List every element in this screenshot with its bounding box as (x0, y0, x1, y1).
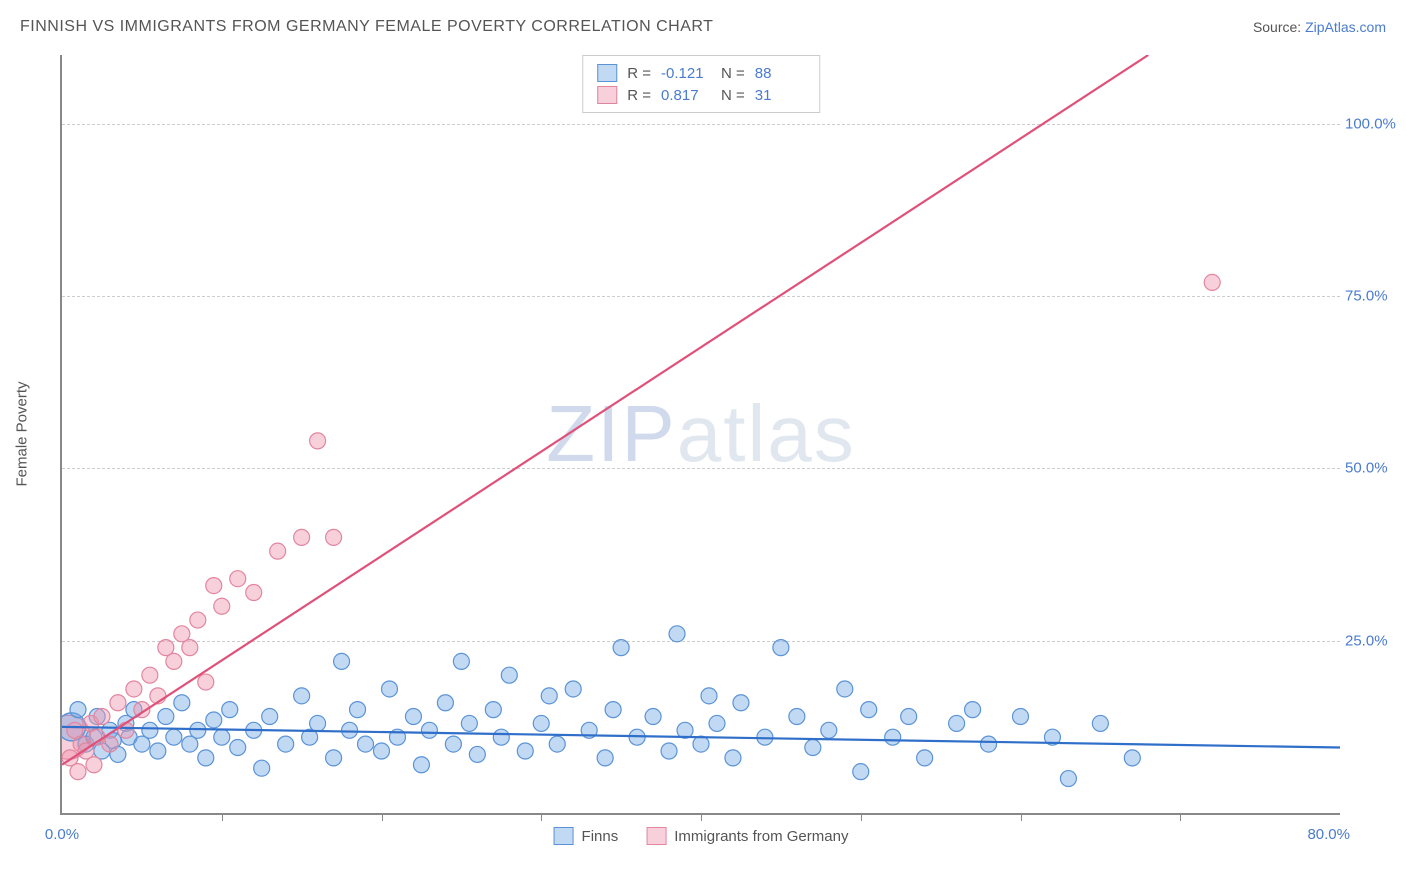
legend-label-germany: Immigrants from Germany (674, 828, 848, 845)
n-value-germany: 31 (755, 87, 805, 104)
chart-title: FINNISH VS IMMIGRANTS FROM GERMANY FEMAL… (20, 18, 713, 36)
x-tick (1021, 813, 1022, 821)
chart-header: FINNISH VS IMMIGRANTS FROM GERMANY FEMAL… (20, 18, 1386, 36)
y-tick-label: 25.0% (1345, 632, 1400, 649)
r-value-germany: 0.817 (661, 87, 711, 104)
source-prefix: Source: (1253, 19, 1305, 35)
x-end-label: 80.0% (1307, 826, 1350, 843)
legend-row-germany: R = 0.817 N = 31 (597, 84, 805, 106)
x-origin-label: 0.0% (45, 826, 79, 843)
r-value-finns: -0.121 (661, 65, 711, 82)
series-legend: Finns Immigrants from Germany (554, 827, 849, 845)
legend-item-germany: Immigrants from Germany (646, 827, 848, 845)
n-label: N = (721, 87, 745, 104)
x-tick (701, 813, 702, 821)
scatter-chart (62, 55, 1340, 813)
y-axis-label: Female Poverty (14, 381, 31, 486)
swatch-germany (597, 86, 617, 104)
swatch-finns (597, 64, 617, 82)
x-tick (861, 813, 862, 821)
x-tick (222, 813, 223, 821)
x-tick (1180, 813, 1181, 821)
y-tick-label: 50.0% (1345, 460, 1400, 477)
correlation-legend: R = -0.121 N = 88 R = 0.817 N = 31 (582, 55, 820, 113)
legend-row-finns: R = -0.121 N = 88 (597, 62, 805, 84)
legend-label-finns: Finns (582, 828, 619, 845)
swatch-finns (554, 827, 574, 845)
x-tick (382, 813, 383, 821)
r-label: R = (627, 65, 651, 82)
r-label: R = (627, 87, 651, 104)
swatch-germany (646, 827, 666, 845)
source-attribution: Source: ZipAtlas.com (1253, 19, 1386, 35)
n-value-finns: 88 (755, 65, 805, 82)
x-tick (541, 813, 542, 821)
source-link[interactable]: ZipAtlas.com (1305, 19, 1386, 35)
legend-item-finns: Finns (554, 827, 619, 845)
y-tick-label: 75.0% (1345, 288, 1400, 305)
y-tick-label: 100.0% (1345, 115, 1400, 132)
plot-area: Female Poverty ZIPatlas 0.0% 80.0% R = -… (60, 55, 1340, 815)
n-label: N = (721, 65, 745, 82)
